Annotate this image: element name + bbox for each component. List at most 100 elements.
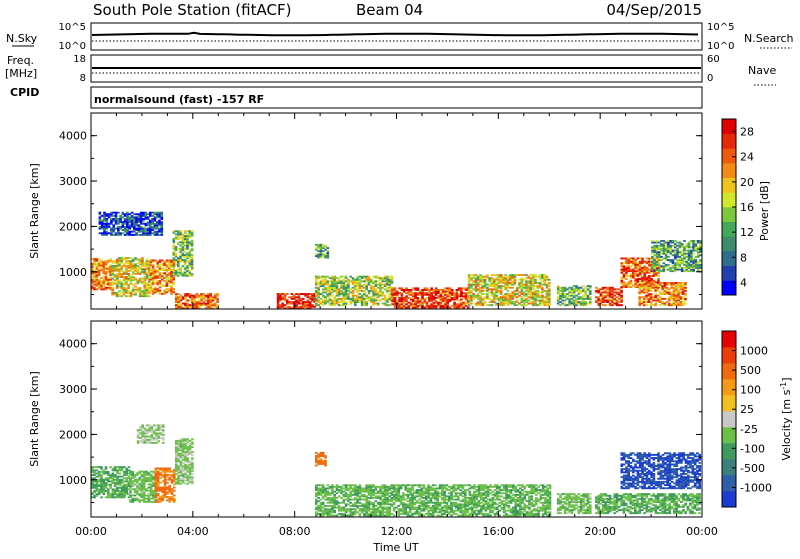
data-cell xyxy=(582,285,585,287)
data-cell xyxy=(146,259,149,261)
data-cell xyxy=(187,446,190,448)
data-cell xyxy=(379,277,382,279)
data-cell xyxy=(672,254,675,256)
data-cell xyxy=(115,228,118,230)
data-cell xyxy=(324,249,327,251)
data-cell xyxy=(684,293,687,295)
data-cell xyxy=(105,490,108,492)
data-cell xyxy=(643,265,646,267)
data-cell xyxy=(333,486,336,488)
data-cell xyxy=(315,276,318,278)
data-cell xyxy=(412,287,415,289)
data-cell xyxy=(189,270,192,272)
data-cell xyxy=(187,293,190,295)
data-cell xyxy=(153,429,156,431)
data-cell xyxy=(98,258,101,260)
data-cell xyxy=(329,505,332,507)
data-cell xyxy=(648,269,651,271)
data-cell xyxy=(653,259,656,261)
data-cell xyxy=(597,296,600,298)
data-cell xyxy=(609,300,612,302)
data-cell xyxy=(163,280,166,282)
data-cell xyxy=(128,216,131,218)
data-cell xyxy=(648,275,651,277)
data-cell xyxy=(653,242,656,244)
data-cell xyxy=(148,483,151,485)
data-cell xyxy=(661,298,664,300)
data-cell xyxy=(116,493,119,495)
data-cell xyxy=(589,290,592,292)
data-cell xyxy=(477,288,480,290)
data-cell xyxy=(695,240,698,242)
data-cell xyxy=(537,290,540,292)
data-cell xyxy=(191,230,194,232)
data-cell xyxy=(324,505,327,507)
colorbar-tick-label: 8 xyxy=(740,251,747,264)
y-tick-label: 3000 xyxy=(59,175,87,188)
data-cell xyxy=(317,513,320,515)
data-cell xyxy=(320,499,323,501)
data-cell xyxy=(623,281,626,283)
data-cell xyxy=(690,250,693,252)
data-cell xyxy=(384,295,387,297)
data-cell xyxy=(109,481,112,483)
data-cell xyxy=(160,424,163,426)
data-cell xyxy=(138,224,141,226)
data-cell xyxy=(322,502,325,504)
data-cell xyxy=(537,282,540,284)
data-cell xyxy=(173,257,176,259)
data-cell xyxy=(482,285,485,287)
data-cell xyxy=(495,295,498,297)
data-cell xyxy=(281,293,284,295)
data-cell xyxy=(675,295,678,297)
data-cell xyxy=(477,282,480,284)
data-cell xyxy=(417,305,420,307)
data-cell xyxy=(365,284,368,286)
data-cell xyxy=(99,232,102,234)
data-cell xyxy=(375,288,378,290)
data-cell xyxy=(534,274,537,276)
data-cell xyxy=(621,286,624,288)
data-cell xyxy=(182,253,185,255)
data-cell xyxy=(650,284,653,286)
data-cell xyxy=(660,248,663,250)
data-cell xyxy=(96,466,99,468)
data-cell xyxy=(666,301,669,303)
data-cell xyxy=(105,287,108,289)
data-cell xyxy=(184,451,187,453)
data-cell xyxy=(329,280,332,282)
data-cell xyxy=(477,301,480,303)
data-cell xyxy=(650,278,653,280)
data-cell xyxy=(410,289,413,291)
data-cell xyxy=(333,510,336,512)
colorbar-swatch xyxy=(722,207,736,222)
data-cell xyxy=(96,469,99,471)
data-cell xyxy=(564,300,567,302)
data-cell xyxy=(148,295,151,297)
data-cell xyxy=(444,297,447,299)
data-cell xyxy=(495,277,498,279)
data-cell xyxy=(155,495,158,497)
data-cell xyxy=(634,270,637,272)
data-cell xyxy=(618,292,621,294)
data-cell xyxy=(641,258,644,260)
data-cell xyxy=(683,253,686,255)
data-cell xyxy=(129,471,132,473)
nave-label: Nave xyxy=(748,64,776,77)
data-cell xyxy=(105,471,108,473)
data-cell xyxy=(692,253,695,255)
data-cell xyxy=(125,276,128,278)
data-cell xyxy=(595,296,598,298)
data-cell xyxy=(327,488,330,490)
data-cell xyxy=(488,292,491,294)
data-cell xyxy=(338,304,341,306)
data-cell xyxy=(602,304,605,306)
data-cell xyxy=(198,300,201,302)
data-cell xyxy=(375,298,378,300)
data-cell xyxy=(135,213,138,215)
data-cell xyxy=(430,287,433,289)
data-cell xyxy=(437,302,440,304)
data-cell xyxy=(129,499,132,501)
data-cell xyxy=(191,248,194,250)
data-cell xyxy=(166,274,169,276)
